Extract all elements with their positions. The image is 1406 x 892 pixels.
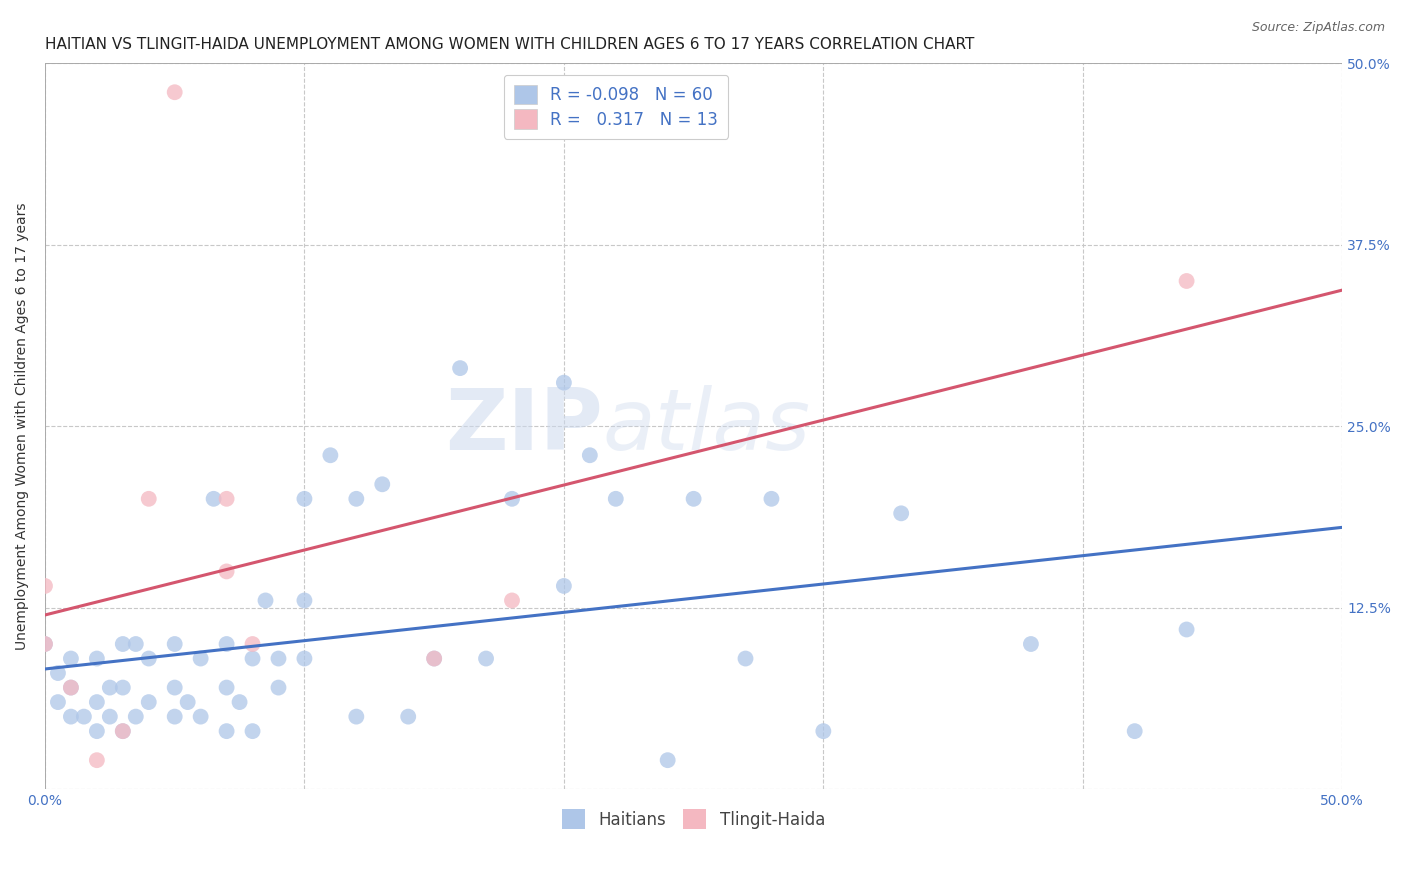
Point: [215, 637, 238, 651]
Point: [34, 637, 56, 651]
Point: [423, 651, 446, 665]
Point: [202, 491, 225, 506]
Point: [163, 637, 186, 651]
Point: [215, 724, 238, 739]
Point: [682, 491, 704, 506]
Point: [98, 709, 121, 723]
Point: [254, 593, 277, 607]
Y-axis label: Unemployment Among Women with Children Ages 6 to 17 years: Unemployment Among Women with Children A…: [15, 202, 30, 650]
Point: [242, 724, 264, 739]
Point: [734, 651, 756, 665]
Point: [553, 579, 575, 593]
Text: HAITIAN VS TLINGIT-HAIDA UNEMPLOYMENT AMONG WOMEN WITH CHILDREN AGES 6 TO 17 YEA: HAITIAN VS TLINGIT-HAIDA UNEMPLOYMENT AM…: [45, 37, 974, 53]
Point: [111, 681, 134, 695]
Point: [371, 477, 394, 491]
Point: [319, 448, 342, 462]
Point: [1175, 623, 1198, 637]
Point: [242, 637, 264, 651]
Point: [267, 651, 290, 665]
Point: [163, 681, 186, 695]
Point: [111, 724, 134, 739]
Point: [138, 491, 160, 506]
Point: [86, 651, 108, 665]
Point: [46, 666, 69, 681]
Point: [294, 593, 316, 607]
Point: [86, 753, 108, 767]
Point: [163, 709, 186, 723]
Point: [215, 681, 238, 695]
Point: [294, 491, 316, 506]
Point: [242, 651, 264, 665]
Point: [111, 637, 134, 651]
Point: [86, 724, 108, 739]
Point: [59, 681, 82, 695]
Point: [73, 709, 96, 723]
Point: [125, 637, 148, 651]
Legend: Haitians, Tlingit-Haida: Haitians, Tlingit-Haida: [555, 803, 832, 835]
Point: [163, 85, 186, 99]
Point: [344, 491, 367, 506]
Point: [138, 651, 160, 665]
Text: atlas: atlas: [603, 384, 811, 467]
Point: [475, 651, 498, 665]
Point: [267, 681, 290, 695]
Point: [294, 651, 316, 665]
Point: [98, 681, 121, 695]
Point: [138, 695, 160, 709]
Point: [553, 376, 575, 390]
Point: [1175, 274, 1198, 288]
Point: [890, 506, 912, 520]
Point: [761, 491, 783, 506]
Point: [396, 709, 419, 723]
Point: [190, 651, 212, 665]
Point: [176, 695, 198, 709]
Point: [34, 579, 56, 593]
Point: [501, 491, 523, 506]
Point: [86, 695, 108, 709]
Point: [59, 651, 82, 665]
Point: [579, 448, 602, 462]
Text: ZIP: ZIP: [446, 384, 603, 467]
Point: [215, 491, 238, 506]
Point: [449, 361, 471, 376]
Point: [190, 709, 212, 723]
Point: [813, 724, 835, 739]
Point: [34, 637, 56, 651]
Point: [423, 651, 446, 665]
Point: [344, 709, 367, 723]
Point: [228, 695, 250, 709]
Point: [59, 681, 82, 695]
Text: Source: ZipAtlas.com: Source: ZipAtlas.com: [1251, 21, 1385, 34]
Point: [605, 491, 627, 506]
Point: [501, 593, 523, 607]
Point: [59, 709, 82, 723]
Point: [1019, 637, 1042, 651]
Point: [111, 724, 134, 739]
Point: [125, 709, 148, 723]
Point: [1123, 724, 1146, 739]
Point: [215, 565, 238, 579]
Point: [657, 753, 679, 767]
Point: [46, 695, 69, 709]
